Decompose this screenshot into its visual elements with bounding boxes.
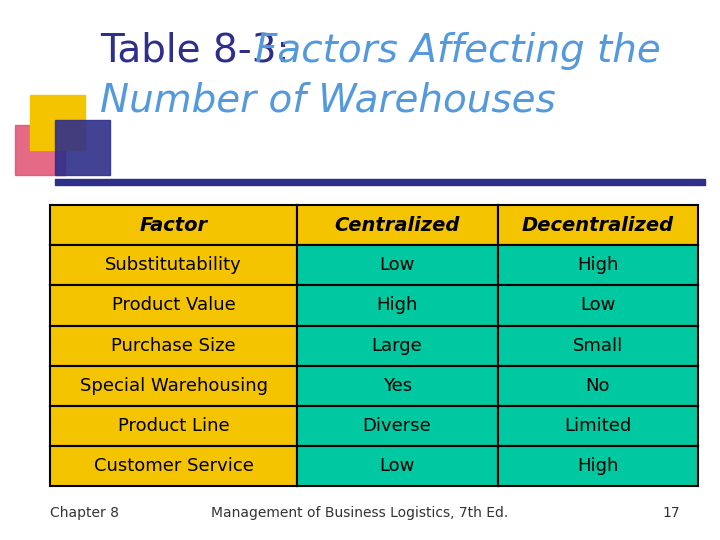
Text: Yes: Yes (382, 377, 412, 395)
Text: High: High (577, 256, 618, 274)
Text: Special Warehousing: Special Warehousing (79, 377, 268, 395)
Text: Decentralized: Decentralized (522, 216, 674, 235)
Text: Low: Low (379, 457, 415, 475)
Text: High: High (377, 296, 418, 314)
Text: Purchase Size: Purchase Size (111, 336, 236, 355)
Text: 17: 17 (662, 506, 680, 520)
Text: Limited: Limited (564, 417, 631, 435)
Text: Low: Low (580, 296, 616, 314)
Bar (15, 125, 65, 175)
Text: Table 8-3:: Table 8-3: (100, 32, 302, 70)
Text: No: No (585, 377, 611, 395)
Bar (55, 120, 110, 175)
Bar (30, 95, 85, 150)
Text: High: High (577, 457, 618, 475)
Text: Customer Service: Customer Service (94, 457, 253, 475)
Text: Number of Warehouses: Number of Warehouses (100, 82, 556, 120)
Text: Substitutability: Substitutability (105, 256, 242, 274)
Text: Low: Low (379, 256, 415, 274)
Text: Large: Large (372, 336, 423, 355)
Text: Factors Affecting the: Factors Affecting the (255, 32, 661, 70)
Text: Small: Small (573, 336, 623, 355)
Text: Diverse: Diverse (363, 417, 431, 435)
Text: Centralized: Centralized (334, 216, 460, 235)
Text: Chapter 8: Chapter 8 (50, 506, 119, 520)
Text: Product Line: Product Line (117, 417, 230, 435)
Bar (55, 179, 705, 185)
Text: Management of Business Logistics, 7th Ed.: Management of Business Logistics, 7th Ed… (212, 506, 508, 520)
Text: Product Value: Product Value (112, 296, 235, 314)
Text: Factor: Factor (140, 216, 207, 235)
